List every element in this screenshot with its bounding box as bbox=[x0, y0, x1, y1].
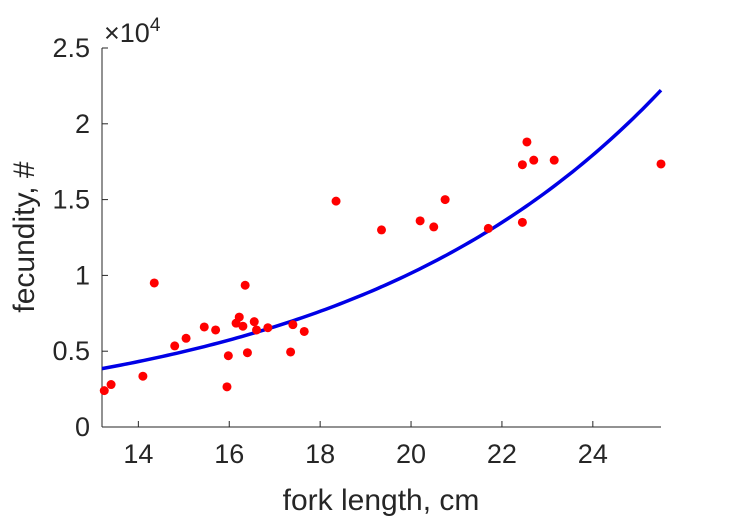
data-point bbox=[288, 320, 298, 330]
y-tick-label: 2.5 bbox=[52, 33, 90, 63]
data-point bbox=[138, 371, 148, 381]
data-point bbox=[299, 326, 309, 336]
data-point bbox=[170, 341, 180, 351]
axes bbox=[101, 47, 661, 428]
data-point bbox=[240, 280, 250, 290]
data-point bbox=[656, 159, 666, 169]
data-point bbox=[429, 222, 439, 232]
data-point bbox=[223, 351, 233, 361]
y-tick-label: 1.5 bbox=[52, 185, 90, 215]
y-tick-label: 0.5 bbox=[52, 336, 90, 366]
tick-labels: 14 16 18 20 22 24 0 0.5 1 1.5 2 2.5 bbox=[52, 33, 607, 469]
data-point bbox=[517, 217, 527, 227]
data-point bbox=[199, 322, 209, 332]
x-tick-label: 24 bbox=[578, 439, 608, 469]
y-tick-label: 1 bbox=[75, 260, 90, 290]
x-tick-label: 16 bbox=[214, 439, 244, 469]
data-point bbox=[377, 225, 386, 235]
data-point bbox=[106, 380, 116, 390]
data-point bbox=[99, 386, 109, 396]
data-point bbox=[234, 312, 244, 322]
y-tick-label: 0 bbox=[75, 412, 90, 442]
data-point bbox=[549, 155, 559, 165]
x-tick-label: 20 bbox=[396, 439, 426, 469]
fit-curve-layer bbox=[101, 88, 663, 371]
x-tick-label: 22 bbox=[487, 439, 517, 469]
data-point bbox=[211, 325, 221, 335]
data-point bbox=[331, 196, 341, 206]
data-point bbox=[286, 347, 296, 357]
data-point bbox=[415, 216, 425, 226]
data-point bbox=[222, 382, 232, 392]
data-point bbox=[181, 333, 191, 343]
y-axis-exponent: ×104 bbox=[104, 15, 161, 48]
data-point bbox=[522, 137, 532, 147]
data-point bbox=[238, 321, 248, 331]
data-point bbox=[252, 325, 262, 335]
y-tick-label: 2 bbox=[75, 109, 90, 139]
data-point bbox=[529, 155, 539, 165]
data-point bbox=[440, 195, 450, 205]
data-point bbox=[263, 323, 273, 333]
data-point bbox=[242, 348, 252, 358]
x-tick-label: 14 bbox=[123, 439, 153, 469]
data-point bbox=[149, 278, 159, 288]
x-tick-label: 18 bbox=[305, 439, 335, 469]
data-point bbox=[517, 160, 527, 170]
y-exponent-base: ×10 bbox=[104, 18, 150, 48]
y-axis-title: fecundity, # bbox=[8, 161, 41, 313]
data-point bbox=[249, 317, 259, 327]
y-exponent-power: 4 bbox=[150, 15, 161, 36]
data-points-layer bbox=[99, 137, 666, 396]
x-axis-title: fork length, cm bbox=[283, 484, 480, 517]
fit-curve bbox=[101, 88, 663, 371]
data-point bbox=[483, 223, 493, 233]
